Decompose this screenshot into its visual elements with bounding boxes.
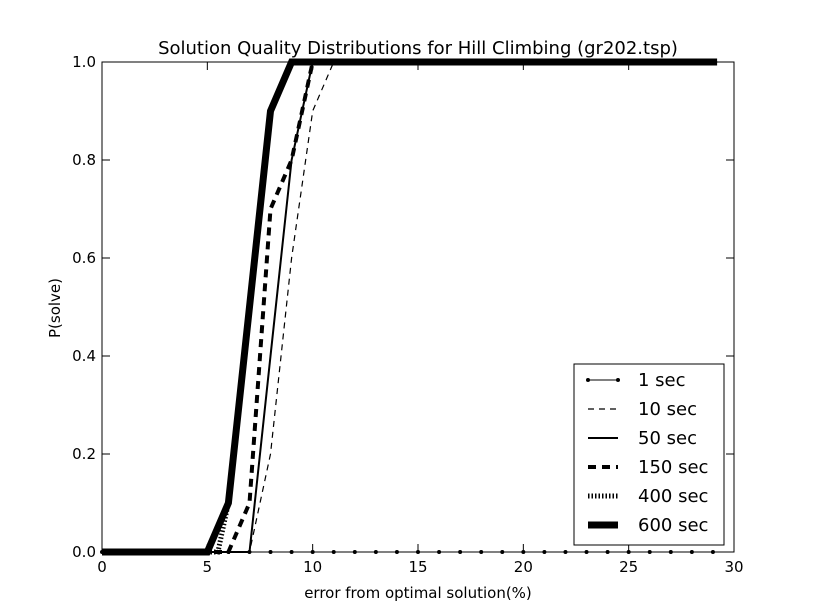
y-tick-label: 0.0 [72,543,96,561]
legend-label: 50 sec [638,428,697,449]
legend-box [573,363,725,546]
legend-marker [616,378,620,382]
chart-title: Solution Quality Distributions for Hill … [158,38,678,59]
x-tick-label: 10 [303,558,322,576]
legend-label: 150 sec [638,457,708,478]
x-axis-label: error from optimal solution(%) [304,584,532,602]
legend-label: 600 sec [638,515,708,536]
y-tick-label: 0.8 [72,151,96,169]
y-tick-label: 0.6 [72,249,96,267]
tick-layer: 0 5 10 15 20 25 30 0.0 0.2 0.4 0.6 0.8 1.0 [72,53,743,576]
legend-label: 400 sec [638,486,708,507]
legend-label: 1 sec [638,370,686,391]
legend-marker [586,378,590,382]
x-tick-label: 0 [97,558,107,576]
x-tick-label: 15 [408,558,427,576]
x-tick-label: 30 [724,558,743,576]
plot-frame [101,61,735,553]
x-tick-label: 25 [619,558,638,576]
y-axis-label: P(solve) [46,278,64,338]
legend: 1 sec 10 sec 50 sec 150 sec 400 sec 600 sec [573,363,725,546]
y-tick-label: 0.2 [72,445,96,463]
y-tick-label: 0.4 [72,347,96,365]
x-tick-label: 5 [203,558,213,576]
x-tick-label: 20 [514,558,533,576]
y-tick-label: 1.0 [72,53,96,71]
legend-label: 10 sec [638,399,697,420]
